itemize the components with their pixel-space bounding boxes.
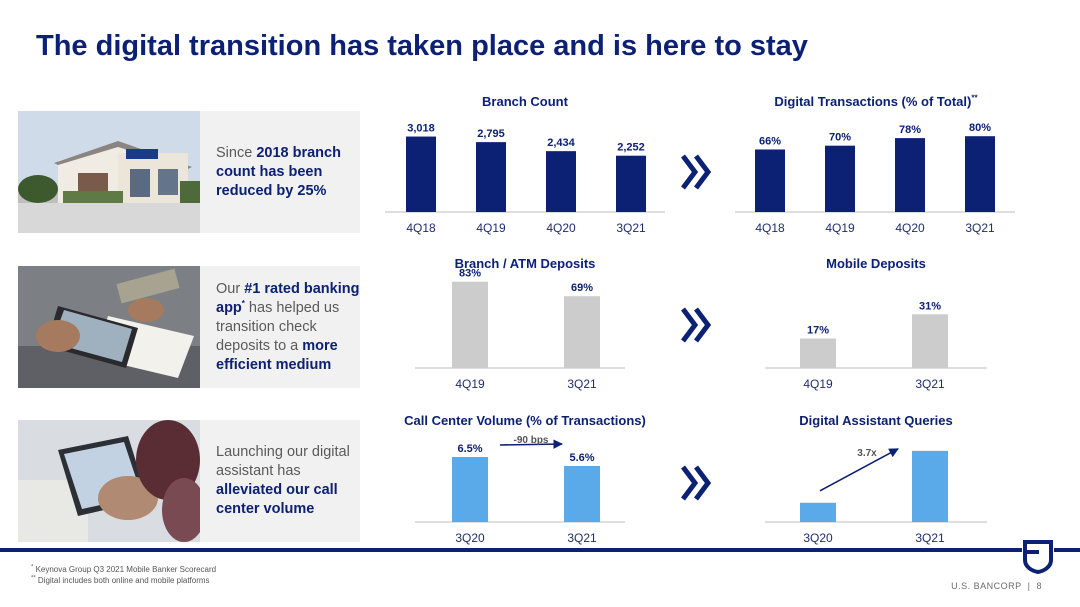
chart-digital-assistant-queries: 3Q20 3Q21 3.7x bbox=[765, 448, 987, 545]
category-label: 3Q21 bbox=[915, 377, 945, 391]
bar bbox=[912, 314, 948, 368]
data-label: 69% bbox=[571, 282, 593, 294]
category-label: 4Q19 bbox=[803, 377, 833, 391]
caption-text: Launching our digital assistant has bbox=[216, 444, 350, 479]
chart-title-call-center-volume: Call Center Volume (% of Transactions) bbox=[404, 413, 646, 428]
chart-digital-transactions: 66% 4Q18 70% 4Q19 78% 4Q20 80% 3Q21 bbox=[735, 122, 1015, 235]
caption-text: has helped us transition check deposits … bbox=[216, 299, 340, 354]
footnote-1: * Keynova Group Q3 2021 Mobile Banker Sc… bbox=[31, 564, 217, 574]
chart-title-branch-atm-deposits: Branch / ATM Deposits bbox=[454, 256, 596, 271]
category-label: 3Q21 bbox=[567, 531, 597, 545]
category-label: 4Q18 bbox=[406, 221, 436, 235]
page-title: The digital transition has taken place a… bbox=[36, 30, 808, 62]
data-label: 2,252 bbox=[617, 142, 645, 154]
chart-title-branch-count: Branch Count bbox=[482, 94, 568, 109]
bar bbox=[564, 296, 600, 368]
trend-arrow bbox=[499, 439, 563, 449]
data-label: 17% bbox=[807, 325, 829, 337]
bar bbox=[564, 466, 600, 522]
chart-branch-count: 3,018 4Q18 2,795 4Q19 2,434 4Q20 2,252 3Q21 bbox=[385, 123, 665, 235]
category-label: 4Q20 bbox=[546, 221, 576, 235]
data-label: 2,795 bbox=[477, 128, 505, 140]
mobile-assistant-photo-icon bbox=[18, 420, 200, 542]
data-label: 6.5% bbox=[457, 443, 482, 455]
row-panel-deposits: Our #1 rated banking app* has helped us … bbox=[18, 266, 360, 388]
category-label: 4Q19 bbox=[825, 221, 855, 235]
row-caption-branches: Since 2018 branch count has been reduced… bbox=[216, 111, 360, 233]
category-label: 4Q18 bbox=[755, 221, 785, 235]
caption-highlight: #1 rated banking app bbox=[216, 280, 360, 316]
footnote-marker: * bbox=[241, 298, 245, 308]
bar bbox=[825, 145, 855, 212]
category-label: 3Q21 bbox=[567, 377, 597, 391]
footnote-2: ** Digital includes both online and mobi… bbox=[31, 575, 210, 585]
annotation-label: -90 bps bbox=[513, 435, 548, 446]
bar bbox=[755, 149, 785, 212]
annotation-label: 3.7x bbox=[857, 448, 877, 459]
double-chevron-right-icon bbox=[681, 465, 712, 501]
row-panel-branches: Since 2018 branch count has been reduced… bbox=[18, 111, 360, 233]
bar bbox=[616, 155, 646, 212]
data-label: 83% bbox=[459, 268, 481, 280]
caption-highlight: alleviated our call center volume bbox=[216, 482, 338, 517]
category-label: 3Q21 bbox=[616, 221, 646, 235]
page-number: 8 bbox=[1036, 581, 1042, 591]
footer-rule bbox=[0, 548, 1080, 552]
data-label: 5.6% bbox=[569, 452, 594, 464]
bar bbox=[452, 281, 488, 368]
category-label: 4Q19 bbox=[476, 221, 506, 235]
data-label: 2,434 bbox=[547, 137, 575, 149]
double-chevron-right-icon bbox=[681, 307, 712, 343]
chart-title-digital-assistant-queries: Digital Assistant Queries bbox=[799, 413, 953, 428]
chart-title-mobile-deposits: Mobile Deposits bbox=[826, 256, 926, 271]
us-bancorp-shield-logo-icon bbox=[1022, 538, 1054, 574]
category-label: 4Q20 bbox=[895, 221, 925, 235]
caption-highlight: 2018 branch count has been reduced by 25… bbox=[216, 144, 341, 199]
caption-text: Since bbox=[216, 144, 257, 161]
data-label: 31% bbox=[919, 300, 941, 312]
bar bbox=[800, 502, 836, 522]
bar bbox=[912, 450, 948, 522]
data-label: 70% bbox=[829, 132, 851, 144]
bar bbox=[965, 136, 995, 212]
data-label: 80% bbox=[969, 122, 991, 134]
bank-branch-photo-icon bbox=[18, 111, 200, 233]
trend-arrow bbox=[819, 448, 899, 492]
category-label: 3Q21 bbox=[915, 531, 945, 545]
chart-call-center-volume: 6.5% 3Q20 5.6% 3Q21 -90 bps bbox=[415, 435, 625, 545]
data-label: 3,018 bbox=[407, 123, 435, 135]
bar bbox=[546, 151, 576, 212]
row-caption-assistant: Launching our digital assistant has alle… bbox=[216, 420, 360, 542]
mobile-check-deposit-photo-icon bbox=[18, 266, 200, 388]
row-panel-assistant: Launching our digital assistant has alle… bbox=[18, 420, 360, 542]
chart-title-digital-transactions: Digital Transactions (% of Total)** bbox=[774, 93, 978, 109]
row-caption-deposits: Our #1 rated banking app* has helped us … bbox=[216, 266, 360, 388]
bar bbox=[895, 138, 925, 212]
category-label: 3Q20 bbox=[803, 531, 833, 545]
data-label: 66% bbox=[759, 135, 781, 147]
caption-text: Our bbox=[216, 280, 245, 297]
category-label: 4Q19 bbox=[455, 377, 485, 391]
double-chevron-right-icon bbox=[681, 154, 712, 190]
bar bbox=[476, 142, 506, 212]
chart-branch-atm-deposits: 83% 4Q19 69% 3Q21 bbox=[415, 268, 625, 391]
category-label: 3Q20 bbox=[455, 531, 485, 545]
bar bbox=[800, 338, 836, 368]
data-label: 78% bbox=[899, 124, 921, 136]
bar bbox=[406, 136, 436, 212]
bar bbox=[452, 457, 488, 522]
caption-highlight: more efficient medium bbox=[216, 337, 338, 373]
chart-mobile-deposits: 17% 4Q19 31% 3Q21 bbox=[765, 300, 987, 391]
footer-brand: U.S. BANCORP | 8 bbox=[951, 581, 1042, 591]
category-label: 3Q21 bbox=[965, 221, 995, 235]
